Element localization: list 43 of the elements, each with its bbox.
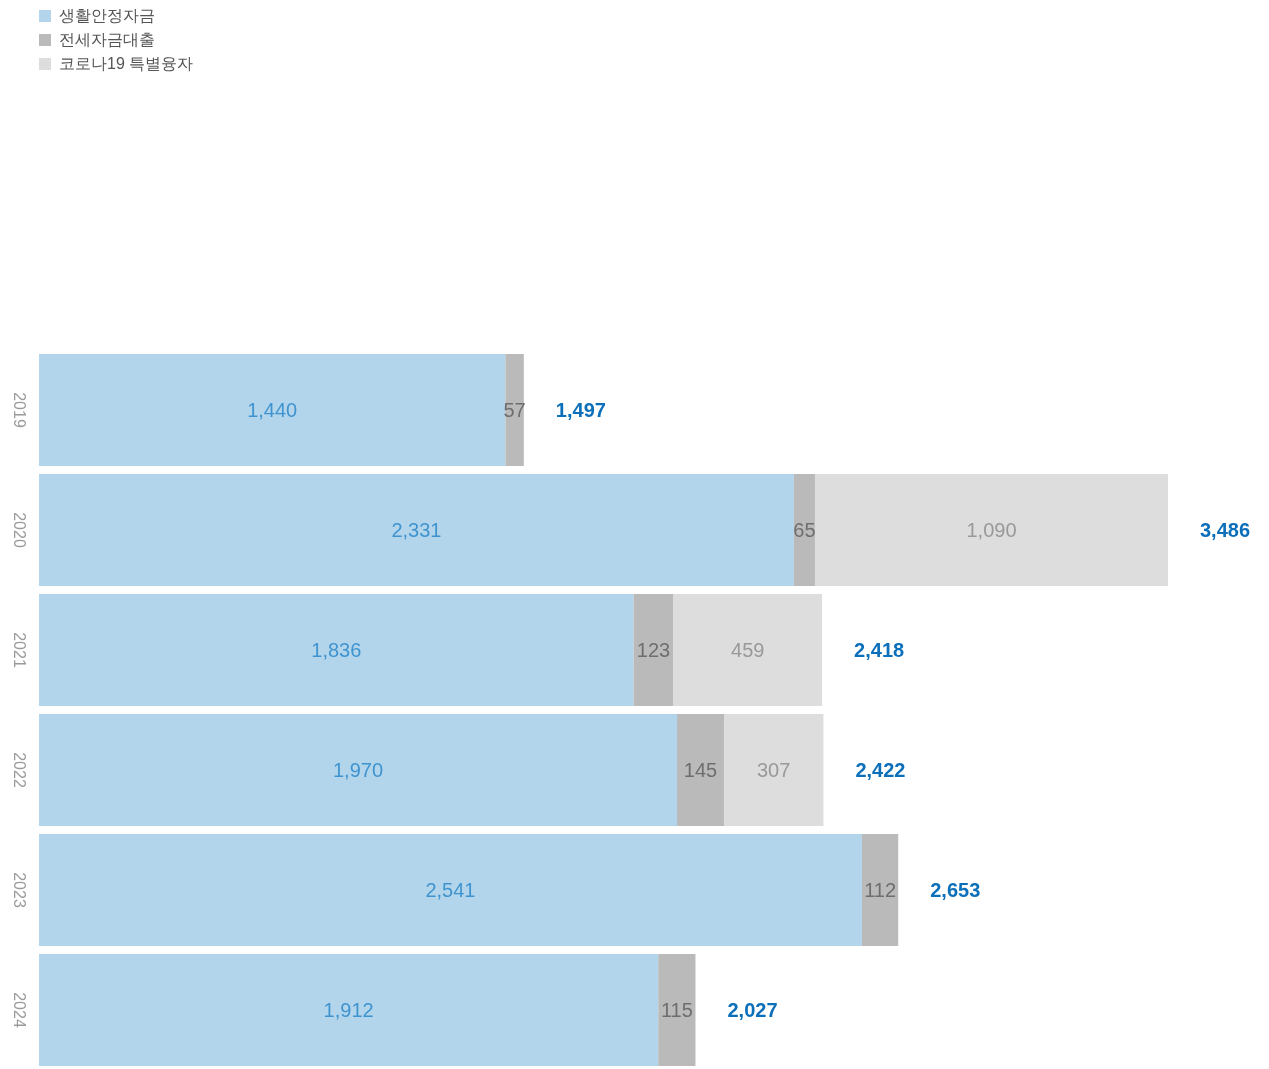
total-label: 2,027 (727, 999, 778, 1021)
y-tick-label: 2020 (10, 512, 28, 548)
data-label: 1,440 (247, 399, 298, 421)
bar (39, 834, 862, 946)
y-tick-label: 2021 (10, 632, 28, 668)
bar (39, 954, 659, 1066)
bar (658, 954, 696, 1066)
total-label: 2,422 (855, 759, 906, 781)
bar (39, 354, 506, 466)
y-tick-label: 2019 (10, 392, 28, 428)
data-label: 65 (793, 519, 816, 541)
data-label: 307 (757, 759, 791, 781)
legend-label: 전세자금대출 (59, 29, 155, 50)
legend-label: 코로나19 특별융자 (59, 53, 194, 74)
data-label: 145 (683, 759, 718, 781)
bar (39, 474, 794, 586)
data-label: 1,912 (323, 999, 374, 1021)
data-label: 1,970 (332, 759, 384, 781)
data-label: 459 (731, 639, 765, 661)
bar (677, 714, 724, 826)
data-label: 115 (660, 999, 693, 1021)
data-label: 2,541 (425, 879, 476, 901)
y-tick-label: 2024 (10, 992, 28, 1028)
total-label: 2,418 (854, 639, 905, 661)
bar (793, 474, 815, 586)
data-label: 1,836 (311, 639, 362, 661)
data-label: 123 (636, 639, 671, 661)
data-label: 2,331 (391, 519, 442, 541)
bar (39, 714, 678, 826)
bar (723, 714, 824, 826)
bar (39, 594, 634, 706)
data-label: 1,090 (966, 519, 1017, 541)
bar (673, 594, 823, 706)
legend-label: 생활안정자금 (59, 5, 155, 26)
y-tick-label: 2022 (10, 752, 28, 788)
total-label: 2,653 (930, 879, 981, 901)
y-tick-label: 2023 (10, 872, 28, 908)
data-label: 112 (864, 879, 897, 901)
bar (861, 834, 899, 946)
bar (814, 474, 1168, 586)
total-label: 1,497 (555, 399, 606, 421)
bar (633, 594, 674, 706)
total-label: 3,486 (1200, 519, 1251, 541)
